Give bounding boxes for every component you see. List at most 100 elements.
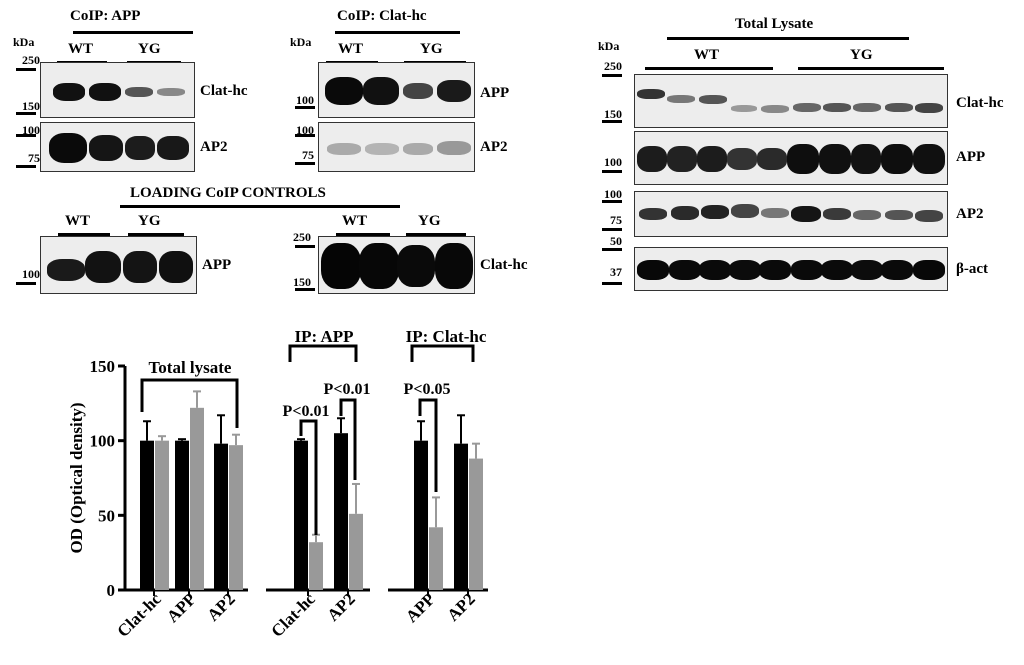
- coip-clat-row1-label: APP: [480, 85, 510, 101]
- total-lysate-title: Total Lysate: [735, 16, 814, 32]
- coip-clat-row2-label: AP2: [480, 139, 508, 155]
- coip-clat-yg-label: YG: [420, 41, 443, 57]
- band: [913, 144, 945, 174]
- marker-label: 250: [22, 53, 40, 67]
- coip-clat-wt-label: WT: [338, 41, 364, 57]
- coip-clat-title: CoIP: Clat-hc: [337, 8, 427, 24]
- bar: [214, 443, 228, 590]
- blot-total-app: [634, 131, 948, 185]
- band: [729, 260, 761, 280]
- y-tick-label: 50: [98, 506, 115, 525]
- marker-tick: [602, 120, 622, 123]
- coip-app-title-line: [73, 31, 193, 34]
- band: [49, 133, 87, 163]
- coip-app-row2-label: AP2: [200, 139, 228, 155]
- marker-tick: [16, 134, 36, 137]
- total-label-bact: β-act: [956, 261, 989, 277]
- loading-wt-right-line: [336, 233, 390, 236]
- bar: [429, 527, 443, 590]
- band: [667, 146, 697, 172]
- band: [791, 206, 821, 222]
- bar: [469, 458, 483, 590]
- total-label-clathc: Clat-hc: [956, 95, 1004, 111]
- marker-tick: [602, 200, 622, 203]
- band: [157, 136, 189, 160]
- marker-tick: [602, 248, 622, 251]
- band: [697, 146, 727, 172]
- band: [731, 204, 759, 218]
- band: [637, 260, 669, 280]
- loading-left-label: APP: [202, 257, 232, 273]
- bar: [349, 513, 363, 590]
- marker-label: 150: [604, 107, 622, 121]
- total-wt-line: [645, 67, 773, 70]
- coip-app-wt-label: WT: [68, 41, 94, 57]
- band: [793, 103, 821, 112]
- blot-coip-app-ap2: [40, 122, 195, 172]
- total-wt-label: WT: [694, 47, 720, 63]
- kda-unit-label: kDa: [598, 39, 620, 53]
- band: [881, 260, 913, 280]
- y-axis-title: OD (Optical density): [67, 402, 86, 553]
- band: [701, 205, 729, 219]
- band: [881, 144, 913, 174]
- band: [321, 243, 361, 289]
- band: [821, 260, 853, 280]
- bar: [414, 440, 428, 590]
- total-label-app: APP: [956, 149, 986, 165]
- loading-yg-left-label: YG: [138, 213, 161, 229]
- band: [851, 260, 883, 280]
- marker-label: 75: [28, 151, 40, 165]
- coip-app-row1-label: Clat-hc: [200, 83, 248, 99]
- x-tick-label: APP: [402, 589, 439, 626]
- band: [727, 148, 757, 170]
- loading-yg-right-line: [406, 233, 466, 236]
- band: [403, 143, 433, 155]
- marker-tick: [295, 134, 315, 137]
- band: [89, 135, 123, 161]
- bar: [294, 440, 308, 590]
- total-lysate-title-line: [667, 37, 909, 40]
- band: [359, 243, 399, 289]
- band: [637, 146, 667, 172]
- total-yg-line: [798, 67, 944, 70]
- marker-label: 50: [610, 234, 622, 248]
- marker-label: 100: [604, 187, 622, 201]
- bar: [190, 407, 204, 590]
- blot-coip-clat-app: [318, 62, 475, 118]
- band: [53, 83, 85, 101]
- bar: [309, 542, 323, 590]
- band: [667, 95, 695, 103]
- loading-yg-right-label: YG: [418, 213, 441, 229]
- marker-tick: [295, 162, 315, 165]
- x-tick-label: APP: [163, 589, 200, 626]
- marker-tick: [16, 68, 36, 71]
- band: [761, 105, 789, 113]
- blot-coip-app-clathc: [40, 62, 195, 118]
- group-bracket: [140, 378, 239, 428]
- band: [823, 208, 851, 220]
- significance-bracket: [418, 398, 438, 492]
- significance-label: P<0.05: [404, 381, 451, 398]
- marker-label: 150: [293, 275, 311, 289]
- loading-wt-left-label: WT: [65, 213, 91, 229]
- band: [757, 148, 787, 170]
- band: [915, 103, 943, 113]
- group-label: Total lysate: [149, 358, 232, 377]
- bar: [175, 440, 189, 590]
- loading-right-label: Clat-hc: [480, 257, 528, 273]
- band: [761, 208, 789, 218]
- marker-label: 250: [604, 59, 622, 73]
- band: [915, 210, 943, 222]
- marker-label: 100: [296, 123, 314, 137]
- band: [157, 88, 185, 96]
- band: [637, 89, 665, 99]
- band: [89, 83, 121, 101]
- band: [885, 103, 913, 112]
- x-tick-label: Clat-hc: [113, 589, 165, 641]
- significance-bracket: [299, 419, 318, 535]
- x-tick-label: AP2: [203, 589, 238, 624]
- marker-tick: [602, 170, 622, 173]
- blot-total-bact: [634, 247, 948, 291]
